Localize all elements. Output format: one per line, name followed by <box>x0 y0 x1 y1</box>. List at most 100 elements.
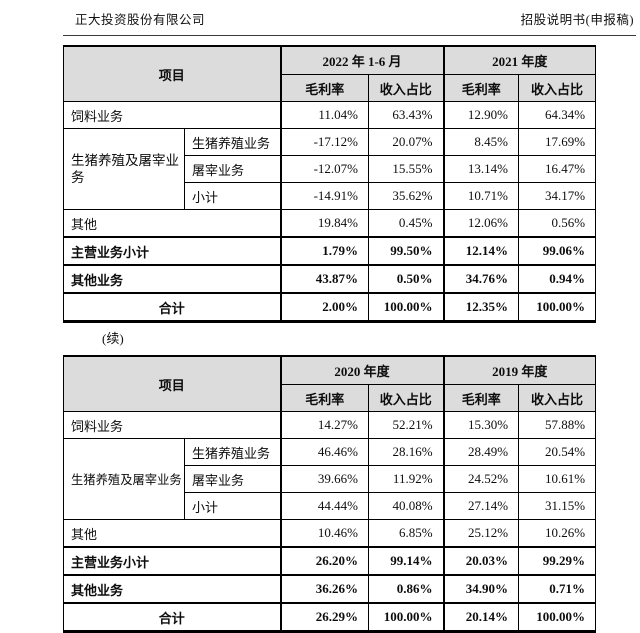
column-header-period1: 2022 年 1-6 月 <box>280 45 445 75</box>
value-cell: 14.27% <box>280 411 370 439</box>
table-row-pig-breeding: 生猪养殖及屠宰业务 生猪养殖业务 46.46% 28.16% 28.49% 20… <box>63 438 597 520</box>
row-label: 其他 <box>62 519 282 548</box>
value-cell: 27.14% <box>443 492 520 520</box>
table-row-total: 合计 26.29% 100.00% 20.14% 100.00% <box>62 602 597 632</box>
value-cell: 13.14% <box>443 155 520 183</box>
row-label: 屠宰业务 <box>183 155 282 183</box>
value-cell: 0.56% <box>518 209 597 238</box>
column-header-revenue-share: 收入占比 <box>518 74 597 102</box>
value-cell: 99.06% <box>518 236 597 266</box>
value-cell: 6.85% <box>368 519 445 548</box>
value-cell: 19.84% <box>280 209 370 238</box>
table-subheader-row: 毛利率 收入占比 毛利率 收入占比 <box>64 74 597 102</box>
value-cell: 0.45% <box>368 209 445 238</box>
value-cell: 40.08% <box>368 492 445 520</box>
document-title: 招股说明书(申报稿) <box>520 13 634 27</box>
value-cell: 2.00% <box>280 292 370 322</box>
table-row-other-business: 其他业务 43.87% 0.50% 34.76% 0.94% <box>62 264 597 294</box>
row-label: 主营业务小计 <box>62 236 282 266</box>
value-cell: 100.00% <box>368 602 445 632</box>
value-cell: 26.20% <box>280 546 370 576</box>
value-cell: 20.07% <box>368 128 445 156</box>
value-cell: 28.49% <box>443 438 520 466</box>
column-header-revenue-share: 收入占比 <box>368 74 445 102</box>
row-label: 屠宰业务 <box>183 465 282 493</box>
company-name: 正大投资股份有限公司 <box>75 13 206 27</box>
row-label: 其他 <box>62 209 282 238</box>
value-cell: 20.03% <box>443 546 520 576</box>
value-cell: 11.04% <box>280 101 370 129</box>
table-row-main-subtotal: 主营业务小计 26.20% 99.14% 20.03% 99.29% <box>62 546 597 576</box>
row-label: 其他业务 <box>62 264 282 294</box>
column-header-gross-margin: 毛利率 <box>280 74 370 102</box>
value-cell: 10.71% <box>443 182 520 210</box>
column-header-gross-margin: 毛利率 <box>443 74 520 102</box>
column-header-period1: 2020 年度 <box>280 355 445 385</box>
value-cell: 35.62% <box>368 182 445 210</box>
table-row-other: 其他 19.84% 0.45% 12.06% 0.56% <box>62 209 597 238</box>
column-header-period2: 2021 年度 <box>443 45 597 75</box>
table-row-total: 合计 2.00% 100.00% 12.35% 100.00% <box>62 292 597 322</box>
value-cell: 0.71% <box>518 574 597 604</box>
value-cell: 64.34% <box>518 101 597 129</box>
value-cell: 26.29% <box>280 602 370 632</box>
value-cell: 8.45% <box>443 128 520 156</box>
table-row-other-business: 其他业务 36.26% 0.86% 34.90% 0.71% <box>62 574 597 604</box>
table-row-feed: 饲料业务 11.04% 63.43% 12.90% 64.34% <box>62 101 597 129</box>
value-cell: 34.76% <box>443 264 520 294</box>
value-cell: 34.17% <box>518 182 597 210</box>
table-row-pig-breeding: 生猪养殖及屠宰业务 生猪养殖业务 -17.12% 20.07% 8.45% 17… <box>63 128 597 210</box>
value-cell: 34.90% <box>443 574 520 604</box>
value-cell: 100.00% <box>368 292 445 322</box>
value-cell: 99.14% <box>368 546 445 576</box>
value-cell: 10.46% <box>280 519 370 548</box>
value-cell: 12.35% <box>443 292 520 322</box>
value-cell: 24.52% <box>443 465 520 493</box>
value-cell: 52.21% <box>368 411 445 439</box>
row-group-label: 生猪养殖及屠宰业务 <box>63 128 185 210</box>
value-cell: 10.26% <box>518 519 597 548</box>
row-label: 主营业务小计 <box>62 546 282 576</box>
column-header-revenue-share: 收入占比 <box>368 384 445 412</box>
column-header-item: 项目 <box>62 355 282 412</box>
row-label: 合计 <box>62 602 282 632</box>
value-cell: 1.79% <box>280 236 370 266</box>
row-label: 其他业务 <box>62 574 282 604</box>
value-cell: 0.86% <box>368 574 445 604</box>
row-label: 合计 <box>62 292 282 322</box>
value-cell: 25.12% <box>443 519 520 548</box>
table-subheader-row: 毛利率 收入占比 毛利率 收入占比 <box>64 384 597 412</box>
value-cell: 10.61% <box>518 465 597 493</box>
column-header-revenue-share: 收入占比 <box>518 384 597 412</box>
value-cell: 15.30% <box>443 411 520 439</box>
value-cell: 15.55% <box>368 155 445 183</box>
row-label: 小计 <box>183 182 282 210</box>
gross-margin-table-2022-2021: 项目 2022 年 1-6 月 2021 年度 毛利率 收入占比 毛利率 收入占… <box>62 45 597 323</box>
row-group-label: 生猪养殖及屠宰业务 <box>63 438 185 520</box>
row-label: 生猪养殖业务 <box>183 128 282 156</box>
table-row-feed: 饲料业务 14.27% 52.21% 15.30% 57.88% <box>62 411 597 439</box>
value-cell: 16.47% <box>518 155 597 183</box>
value-cell: 63.43% <box>368 101 445 129</box>
value-cell: 46.46% <box>280 438 370 466</box>
column-header-period2: 2019 年度 <box>443 355 597 385</box>
table-header-row: 项目 2022 年 1-6 月 2021 年度 <box>62 45 597 102</box>
value-cell: 17.69% <box>518 128 597 156</box>
value-cell: 39.66% <box>280 465 370 493</box>
table-row-main-subtotal: 主营业务小计 1.79% 99.50% 12.14% 99.06% <box>62 236 597 266</box>
value-cell: 20.14% <box>443 602 520 632</box>
value-cell: 0.50% <box>368 264 445 294</box>
row-label: 小计 <box>183 492 282 520</box>
value-cell: 100.00% <box>518 292 597 322</box>
continuation-label: (续) <box>102 331 124 346</box>
column-header-gross-margin: 毛利率 <box>443 384 520 412</box>
value-cell: 43.87% <box>280 264 370 294</box>
value-cell: 36.26% <box>280 574 370 604</box>
table-row-subtotal: 小计 44.44% 40.08% 27.14% 31.15% <box>64 492 597 520</box>
value-cell: 20.54% <box>518 438 597 466</box>
table-row-slaughter: 屠宰业务 -12.07% 15.55% 13.14% 16.47% <box>64 155 597 183</box>
value-cell: -17.12% <box>280 128 370 156</box>
row-label: 饲料业务 <box>62 101 282 129</box>
table-row-other: 其他 10.46% 6.85% 25.12% 10.26% <box>62 519 597 548</box>
value-cell: 99.29% <box>518 546 597 576</box>
